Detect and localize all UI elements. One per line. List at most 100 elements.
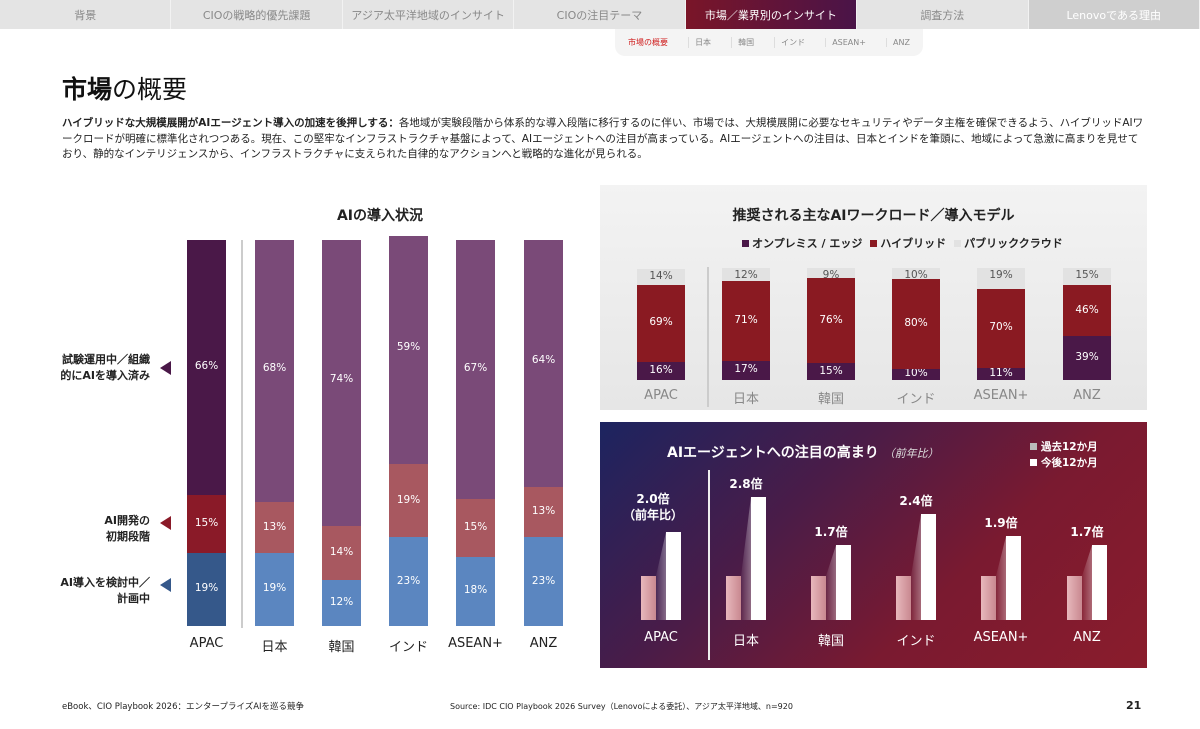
- bar-segment: [524, 537, 563, 626]
- tab-4[interactable]: 市場／業界別のインサイト: [685, 0, 858, 35]
- bar-shade: [996, 536, 1006, 620]
- bar-segment: [389, 463, 428, 538]
- value-label: 23%: [396, 574, 421, 587]
- legend-item: パブリッククラウド: [954, 235, 1063, 251]
- subtab-4[interactable]: ASEAN+: [825, 38, 872, 47]
- category-label: ANZ: [529, 636, 558, 651]
- legend-arrow-icon: [160, 516, 171, 530]
- value-label: 71%: [734, 314, 758, 327]
- bar-segment: [977, 289, 1025, 368]
- legend-line: 計画中: [117, 592, 150, 605]
- bar-past: [641, 576, 656, 620]
- bar-segment: [322, 579, 361, 626]
- subtab-3[interactable]: インド: [774, 37, 811, 48]
- bar-segment: [892, 279, 940, 369]
- category-label: ASEAN+: [973, 388, 1029, 403]
- title-rest: の概要: [112, 75, 188, 104]
- legend-item: AI導入を検討中／ 計画中: [20, 575, 150, 607]
- tab-5[interactable]: 調査方法: [857, 0, 1029, 29]
- bar-segment: [187, 494, 226, 553]
- legend-label: オンプレミス / エッジ: [752, 237, 863, 250]
- bar-future: [1006, 536, 1021, 620]
- legend-swatch: [742, 240, 749, 247]
- value-label: 13%: [262, 520, 287, 533]
- title-bold: 市場: [62, 75, 113, 104]
- tab-2[interactable]: アジア太平洋地域のインサイト: [343, 0, 515, 29]
- legend-past: 過去12か月: [1030, 439, 1098, 455]
- agent-subtitle: （前年比）: [883, 447, 939, 460]
- bar-segment: [187, 240, 226, 495]
- agent-chart-title: AIエージェントへの注目の高まり （前年比）: [667, 442, 939, 462]
- adoption-chart-title: AIの導入状況: [336, 208, 424, 224]
- value-label: 15%: [463, 520, 488, 533]
- value-label: 80%: [904, 317, 928, 329]
- category-label: APAC: [644, 388, 678, 403]
- value-label: 10%: [904, 269, 928, 281]
- divider: [708, 470, 710, 660]
- legend-line: AI開発の: [104, 514, 150, 527]
- agent-panel: AIエージェントへの注目の高まり （前年比） 過去12か月 今後12か月 2.0…: [600, 422, 1147, 668]
- bar-segment: [722, 360, 770, 380]
- bar-segment: [637, 284, 685, 363]
- bar-segment: [322, 525, 361, 580]
- bar-segment: [807, 278, 855, 364]
- tab-0[interactable]: 背景: [0, 0, 172, 29]
- value-label: 13%: [531, 505, 556, 518]
- agent-title: AIエージェントへの注目の高まり: [667, 445, 879, 461]
- value-label: 1.7倍: [814, 525, 848, 540]
- bar-segment: [637, 362, 685, 380]
- legend-item: ハイブリッド: [870, 235, 946, 251]
- subtab-5[interactable]: ANZ: [886, 38, 916, 47]
- value-label: 19%: [396, 493, 421, 506]
- bar-segment: [456, 240, 495, 499]
- workload-legend: オンプレミス / エッジ ハイブリッド パブリッククラウド: [742, 235, 1063, 251]
- category-label: ASEAN+: [973, 630, 1029, 645]
- bar-segment: [1063, 336, 1111, 380]
- workload-chart-title: 推奨される主なAIワークロード／導入モデル: [732, 208, 1015, 224]
- bar-segment: [807, 363, 855, 380]
- value-label: 74%: [329, 373, 354, 385]
- bar-segment: [389, 236, 428, 464]
- bar-segment: [977, 367, 1025, 380]
- value-label: 69%: [649, 316, 673, 329]
- bar-shade: [656, 532, 666, 620]
- tab-1[interactable]: CIOの戦略的優先課題: [171, 0, 343, 29]
- subtab-2[interactable]: 韓国: [731, 37, 760, 48]
- value-label: 2.0倍: [636, 492, 670, 506]
- subtab-1[interactable]: 日本: [688, 37, 717, 48]
- value-label: 15%: [194, 516, 219, 529]
- intro-lead: ハイブリッドな大規模展開がAIエージェント導入の加速を後押しする：: [62, 117, 399, 129]
- bar-segment: [637, 269, 685, 285]
- value-label: 2.8倍: [729, 476, 763, 491]
- tab-3[interactable]: CIOの注目テーマ: [514, 0, 686, 29]
- value-label: 18%: [463, 584, 488, 597]
- bar-segment: [255, 552, 294, 626]
- value-label: 14%: [649, 270, 673, 283]
- bar-future: [1092, 545, 1107, 620]
- legend-swatch: [954, 240, 962, 247]
- value-label: 46%: [1075, 303, 1099, 316]
- value-label: 59%: [396, 341, 421, 354]
- value-label: 68%: [262, 362, 287, 374]
- value-label: 1.9倍: [984, 516, 1018, 531]
- bar-shade: [826, 545, 836, 620]
- bar-segment: [892, 268, 940, 280]
- intro-paragraph: ハイブリッドな大規模展開がAIエージェント導入の加速を後押しする：各地域が実験段…: [62, 116, 1147, 163]
- bar-segment: [456, 498, 495, 557]
- category-label: インド: [388, 640, 428, 655]
- category-label: APAC: [189, 636, 224, 651]
- bar-future: [751, 496, 766, 620]
- bar-past: [811, 576, 826, 620]
- legend-future: 今後12か月: [1030, 455, 1098, 471]
- footer-source: Source: IDC CIO Playbook 2026 Survey（Len…: [450, 702, 793, 711]
- apac-note: （前年比）: [623, 508, 684, 522]
- legend-item: AI開発の 初期段階: [20, 513, 150, 545]
- divider: [707, 267, 709, 407]
- subtab-0[interactable]: 市場の概要: [628, 38, 669, 47]
- legend-past-label: 過去12か月: [1041, 441, 1098, 453]
- tab-6[interactable]: Lenovoである理由: [1028, 0, 1200, 29]
- value-label: 14%: [329, 545, 354, 558]
- intro-text: 各地域が実験段階から体系的な導入段階に移行するのに伴い、市場では、大規模展開に必…: [62, 117, 1144, 160]
- bar-future: [921, 514, 936, 620]
- bar-segment: [977, 268, 1025, 290]
